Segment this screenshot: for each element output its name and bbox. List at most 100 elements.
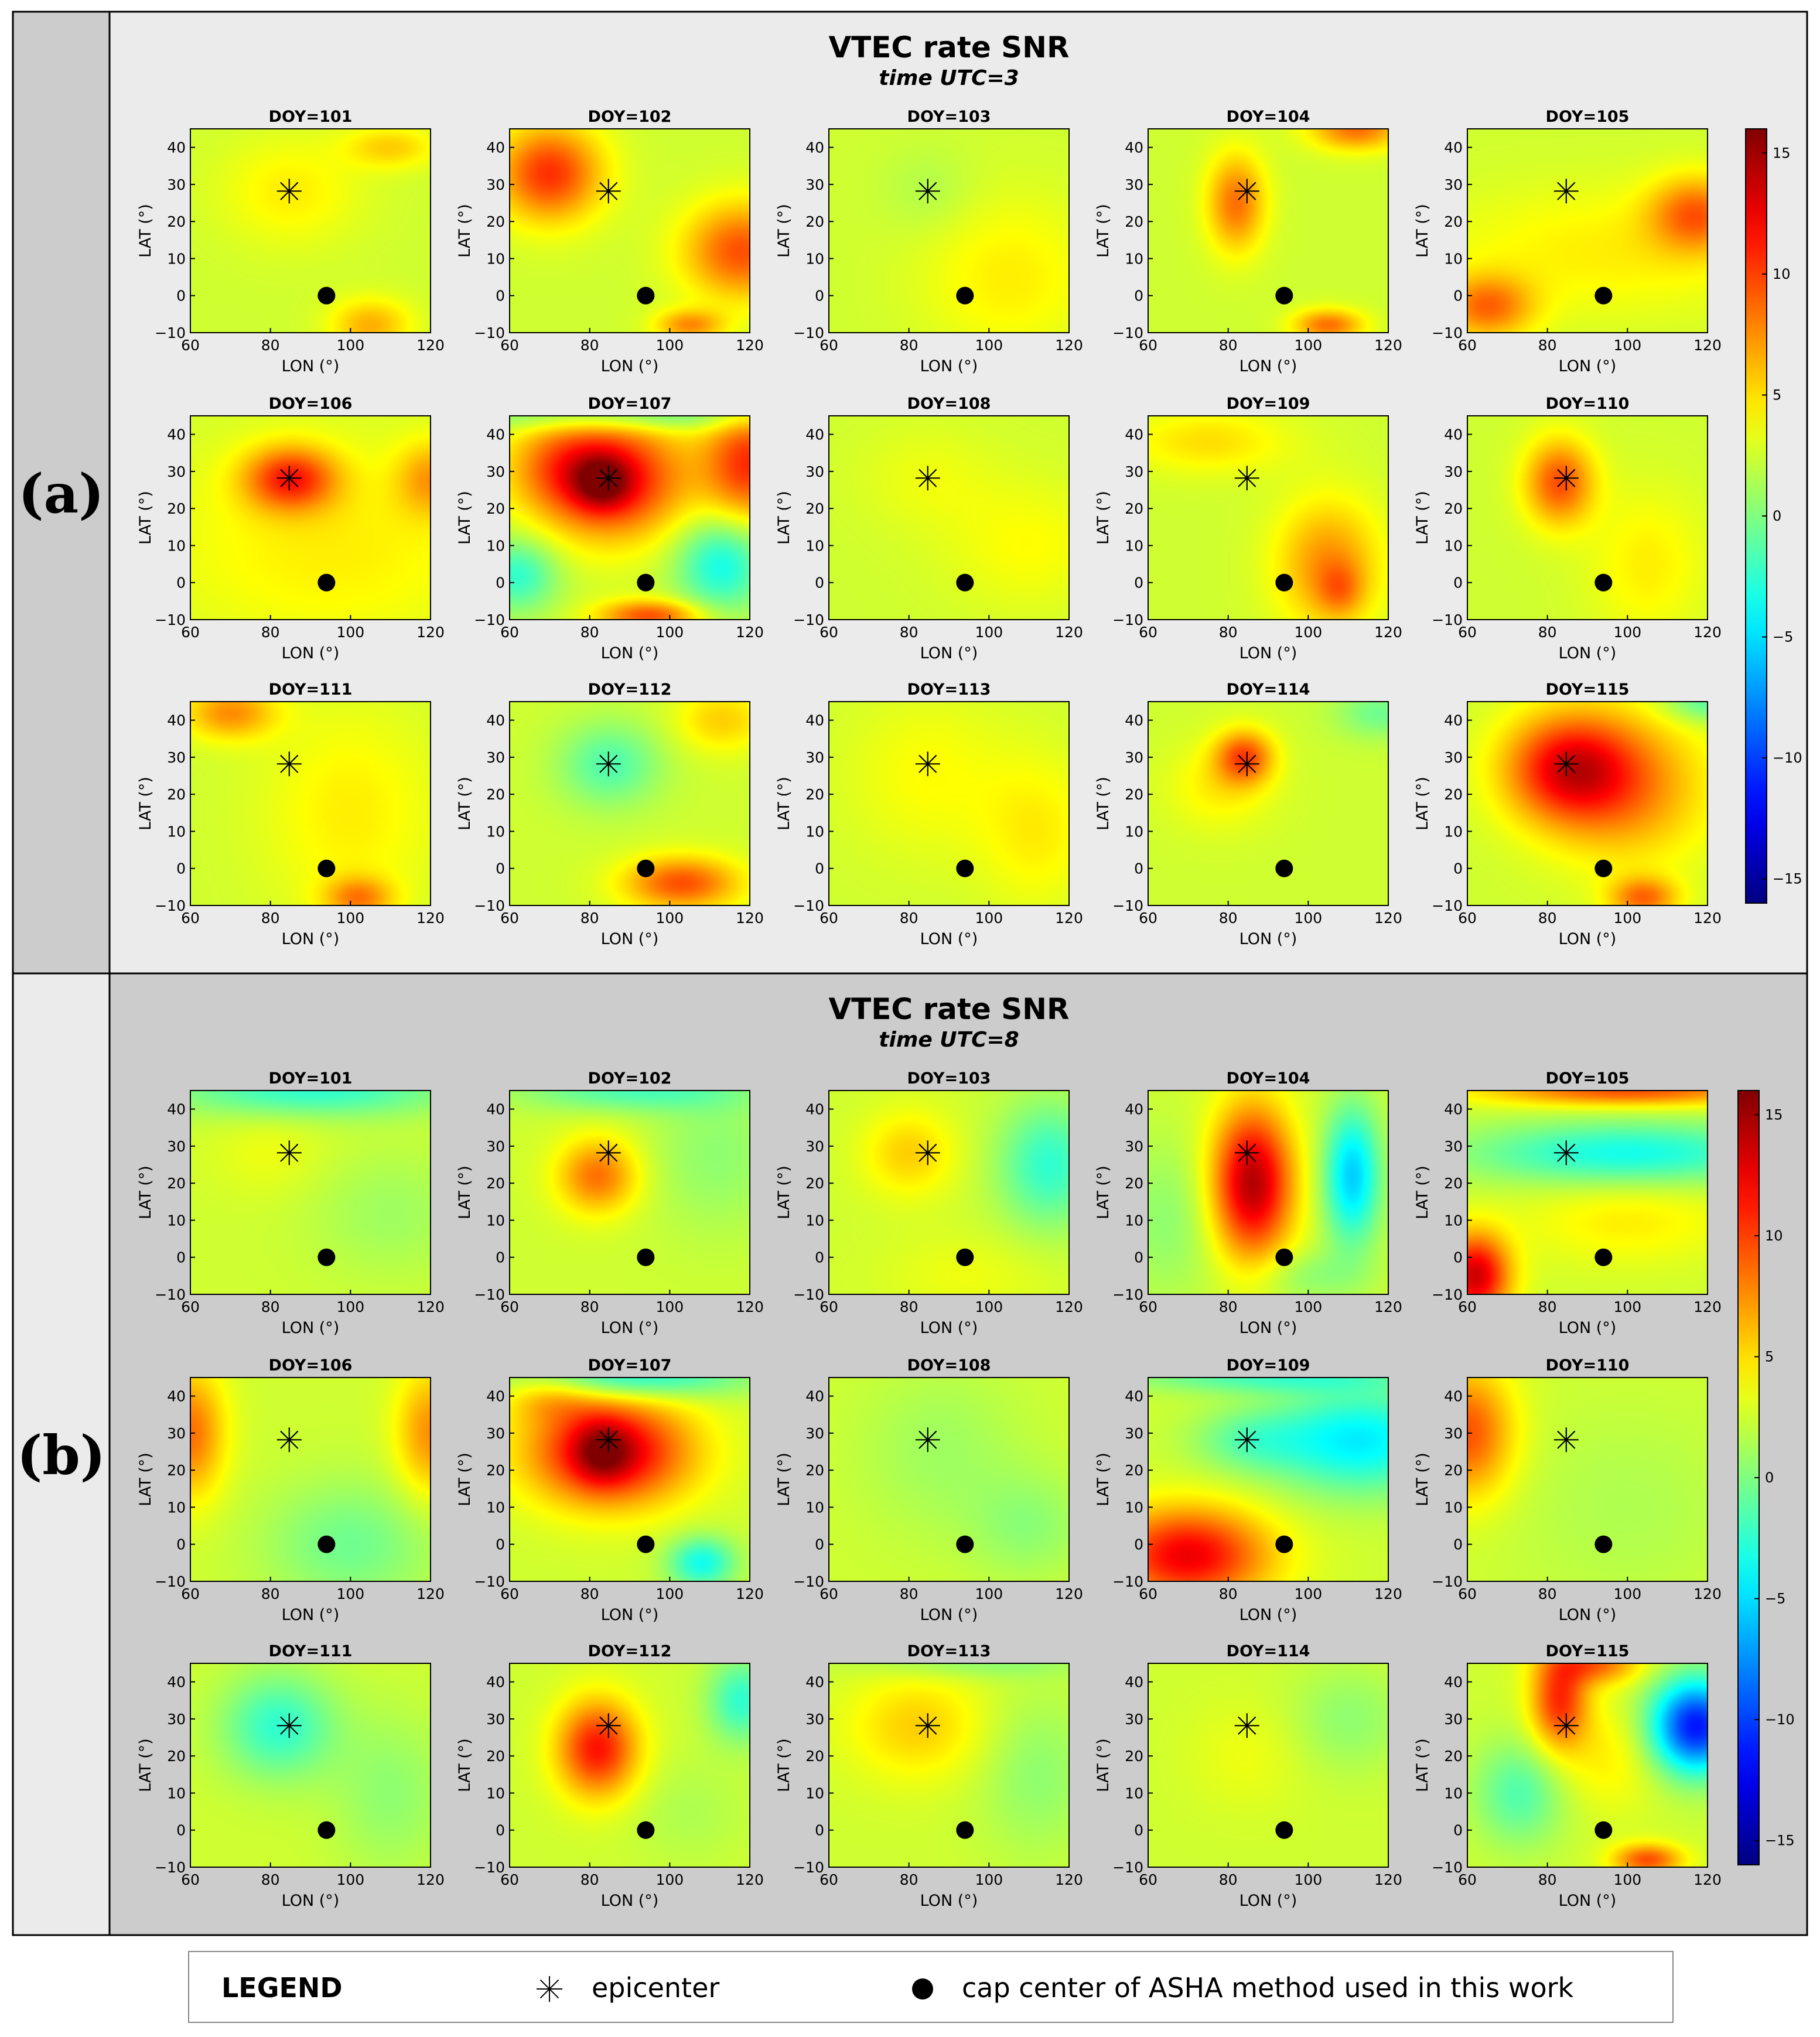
epicenter-marker <box>1553 1140 1579 1166</box>
heatmap-field <box>1467 129 1708 333</box>
y-tick-label: 40 <box>167 1101 186 1118</box>
y-tick-label: 20 <box>1125 1462 1143 1479</box>
axes-frame <box>1467 415 1708 620</box>
y-tick-label: −10 <box>155 1859 186 1876</box>
x-axis-label: LON (°) <box>282 1892 340 1910</box>
y-tick-label: −10 <box>155 324 186 341</box>
epicenter-marker <box>276 1140 302 1166</box>
subplot-title: DOY=109 <box>1227 395 1310 413</box>
y-axis-label: LAT (°) <box>775 204 793 258</box>
subplot-title: DOY=113 <box>907 1642 991 1660</box>
x-axis-label: LON (°) <box>601 644 659 662</box>
panel-tag: (b) <box>17 1424 105 1487</box>
x-tick-label: 100 <box>1294 910 1322 927</box>
y-tick-label: 40 <box>167 712 186 729</box>
epicenter-marker <box>276 1427 302 1452</box>
epicenter-marker <box>596 466 621 491</box>
x-tick-label: 60 <box>500 1871 519 1888</box>
heatmap-field <box>1148 416 1388 620</box>
legend-epicenter-label: epicenter <box>592 1972 719 2004</box>
y-tick-label: 0 <box>815 860 824 877</box>
y-tick-label: 30 <box>805 1711 824 1728</box>
heatmap-field <box>510 1091 750 1294</box>
epicenter-marker <box>596 1427 621 1452</box>
x-tick-label: 80 <box>900 624 918 641</box>
heatmap-field <box>829 1091 1069 1294</box>
panel-label-strip <box>12 11 111 975</box>
x-tick-label: 100 <box>336 1871 364 1888</box>
epicenter-marker <box>1234 466 1259 491</box>
legend-title: LEGEND <box>221 1972 343 2004</box>
epicenter-marker <box>276 466 302 491</box>
y-tick-label: 30 <box>1125 1711 1143 1728</box>
x-axis-label: LON (°) <box>1559 930 1617 948</box>
y-tick-label: 10 <box>167 1785 186 1802</box>
cap-center-marker <box>956 1821 974 1839</box>
y-tick-label: 40 <box>1125 139 1143 156</box>
x-tick-label: 100 <box>1294 1871 1322 1888</box>
axes-frame <box>1467 1090 1708 1295</box>
epicenter-marker <box>915 1140 940 1166</box>
y-axis-label: LAT (°) <box>136 1738 155 1792</box>
cap-center-marker <box>317 859 336 877</box>
epicenter-marker <box>915 179 940 204</box>
colorbar-tick-label: −5 <box>1765 1591 1785 1607</box>
x-tick-label: 80 <box>900 1298 918 1315</box>
y-tick-label: 10 <box>805 537 824 554</box>
epicenter-marker <box>915 751 940 777</box>
x-axis-label: LON (°) <box>1239 1892 1297 1910</box>
y-tick-label: 40 <box>805 1674 824 1691</box>
heatmap-field <box>1467 1091 1708 1294</box>
y-tick-label: 20 <box>1125 786 1143 803</box>
x-tick-label: 60 <box>181 910 200 927</box>
x-tick-label: 80 <box>900 910 918 927</box>
x-tick-label: 120 <box>1374 1871 1402 1888</box>
subplot-title: DOY=101 <box>269 108 353 126</box>
epicenter-marker <box>1234 1713 1259 1738</box>
y-axis-label: LAT (°) <box>456 491 474 545</box>
x-tick-label: 120 <box>736 1585 764 1602</box>
y-axis-label: LAT (°) <box>136 1166 155 1219</box>
y-axis-label: LAT (°) <box>1094 777 1112 830</box>
y-tick-label: −10 <box>155 611 186 628</box>
y-tick-label: 40 <box>1444 1674 1463 1691</box>
y-tick-label: 20 <box>805 786 824 803</box>
y-axis-label: LAT (°) <box>136 777 155 830</box>
y-axis-label: LAT (°) <box>136 1452 155 1506</box>
y-tick-label: 40 <box>486 1101 505 1118</box>
y-tick-label: 0 <box>815 288 824 305</box>
y-axis-label: LAT (°) <box>1094 1738 1112 1792</box>
axes-frame <box>1148 128 1389 333</box>
x-tick-label: 60 <box>819 337 838 354</box>
y-tick-label: 30 <box>1444 1711 1463 1728</box>
heatmap-field <box>1148 1091 1388 1294</box>
x-tick-label: 100 <box>975 1871 1003 1888</box>
heatmap-field <box>1467 1663 1708 1867</box>
y-tick-label: 20 <box>805 1462 824 1479</box>
y-tick-label: 20 <box>167 786 186 803</box>
x-tick-label: 60 <box>1139 910 1157 927</box>
subplot-title: DOY=107 <box>588 1356 672 1375</box>
y-tick-label: −10 <box>793 324 824 341</box>
y-tick-label: 10 <box>167 1499 186 1516</box>
cap-center-marker <box>1275 859 1293 877</box>
epicenter-marker <box>1553 1427 1579 1452</box>
y-axis-label: LAT (°) <box>1413 491 1432 545</box>
x-tick-label: 120 <box>1374 337 1402 354</box>
y-tick-label: 40 <box>805 1388 824 1405</box>
x-tick-label: 60 <box>1458 910 1477 927</box>
y-tick-label: 0 <box>815 1536 824 1553</box>
y-tick-label: −10 <box>1432 1859 1463 1876</box>
heatmap-field <box>510 1378 750 1581</box>
x-axis-label: LON (°) <box>1559 357 1617 375</box>
axes-frame <box>828 128 1070 333</box>
subplot-title: DOY=112 <box>588 681 672 699</box>
y-tick-label: 10 <box>1444 823 1463 840</box>
heatmap-field <box>190 702 431 905</box>
cap-center-marker <box>1275 1821 1293 1839</box>
legend-cap-icon <box>912 1978 933 2000</box>
y-tick-label: 40 <box>1444 139 1463 156</box>
